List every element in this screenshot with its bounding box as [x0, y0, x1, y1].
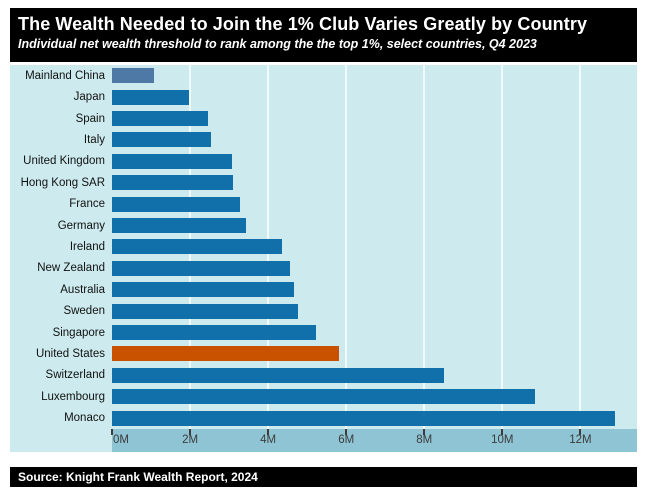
bar-row: Germany: [10, 215, 637, 236]
bar: [112, 111, 208, 127]
country-label: United Kingdom: [23, 155, 105, 168]
bar-track: [112, 89, 637, 105]
country-label: Singapore: [52, 326, 105, 339]
bar-track: [112, 282, 637, 298]
bar: [112, 153, 232, 169]
bar: [112, 282, 295, 298]
tick-label: 10M: [491, 434, 514, 446]
gridline: [345, 65, 348, 429]
bar-row: United States: [10, 343, 637, 364]
bar: [112, 132, 211, 148]
bar-track: [112, 153, 637, 169]
bar-track: [112, 132, 637, 148]
bar-row: France: [10, 193, 637, 214]
page-subtitle: Individual net wealth threshold to rank …: [18, 37, 537, 51]
gridline: [501, 65, 504, 429]
bar-row: Australia: [10, 279, 637, 300]
country-label: Australia: [60, 283, 105, 296]
country-label: New Zealand: [37, 262, 105, 275]
tick-label: 4M: [260, 434, 277, 446]
bar-track: [112, 175, 637, 191]
tick-mark: [345, 429, 348, 435]
bar-row: Luxembourg: [10, 386, 637, 407]
country-label: Mainland China: [25, 69, 105, 82]
country-label: Luxembourg: [41, 390, 105, 403]
bar-row: Sweden: [10, 300, 637, 321]
bar-track: [112, 346, 637, 362]
country-label: Switzerland: [45, 369, 105, 382]
bar-track: [112, 68, 637, 84]
bar-row: Mainland China: [10, 65, 637, 86]
country-label: Hong Kong SAR: [20, 176, 105, 189]
bar-row: Monaco: [10, 408, 637, 429]
tick-mark: [189, 429, 192, 435]
country-label: Germany: [57, 219, 105, 232]
bar-row: Japan: [10, 86, 637, 107]
tick-mark: [267, 429, 270, 435]
bar: [112, 346, 339, 362]
bar-track: [112, 196, 637, 212]
bar-row: New Zealand: [10, 258, 637, 279]
bar: [112, 410, 615, 426]
tick-mark: [111, 429, 113, 435]
bar: [112, 260, 291, 276]
country-label: Monaco: [64, 412, 105, 425]
tick-label: 8M: [416, 434, 433, 446]
title-bar: The Wealth Needed to Join the 1% Club Va…: [10, 8, 637, 62]
bar-row: United Kingdom: [10, 151, 637, 172]
bar: [112, 89, 189, 105]
country-label: United States: [35, 347, 105, 360]
bar-track: [112, 410, 637, 426]
bar-track: [112, 260, 637, 276]
tick-label: 12M: [569, 434, 592, 446]
country-label: Japan: [73, 91, 105, 104]
bar-row: Italy: [10, 129, 637, 150]
tick-label: 2M: [182, 434, 199, 446]
bar: [112, 239, 282, 255]
tick-label: 0M: [113, 434, 129, 446]
bar-track: [112, 303, 637, 319]
plot-area: Mainland China Japan Spain Italy United King…: [10, 65, 637, 429]
gridline: [423, 65, 426, 429]
bar-track: [112, 325, 637, 341]
bar: [112, 218, 246, 234]
tick-label: 6M: [338, 434, 355, 446]
bar: [112, 389, 535, 405]
bar-track: [112, 389, 637, 405]
bar-chart: Mainland China Japan Spain Italy United King…: [10, 65, 637, 452]
bar: [112, 303, 298, 319]
page-title: The Wealth Needed to Join the 1% Club Va…: [18, 14, 588, 34]
bar-track: [112, 218, 637, 234]
bar-track: [112, 367, 637, 383]
bar-row: Spain: [10, 108, 637, 129]
bar-track: [112, 239, 637, 255]
bar-row: Singapore: [10, 322, 637, 343]
source-bar: Source: Knight Frank Wealth Report, 2024: [10, 467, 637, 487]
bar-row: Hong Kong SAR: [10, 172, 637, 193]
country-label: France: [69, 198, 105, 211]
country-label: Italy: [83, 133, 105, 146]
bar: [112, 68, 154, 84]
country-label: Sweden: [63, 305, 105, 318]
country-label: Spain: [75, 112, 105, 125]
tick-mark: [501, 429, 504, 435]
gridline: [579, 65, 582, 429]
bar: [112, 175, 233, 191]
bar-row: Ireland: [10, 236, 637, 257]
bar: [112, 325, 317, 341]
bar: [112, 196, 240, 212]
bar-row: Switzerland: [10, 365, 637, 386]
axis-strip: 0M 2M 4M 6M 8M 10M 12M: [111, 429, 637, 452]
bar-rows: Mainland China Japan Spain Italy United King…: [10, 65, 637, 429]
source-text: Source: Knight Frank Wealth Report, 2024: [18, 470, 258, 484]
country-label: Ireland: [69, 240, 105, 253]
tick-mark: [423, 429, 426, 435]
tick-mark: [579, 429, 582, 435]
bar-track: [112, 111, 637, 127]
bar: [112, 367, 445, 383]
